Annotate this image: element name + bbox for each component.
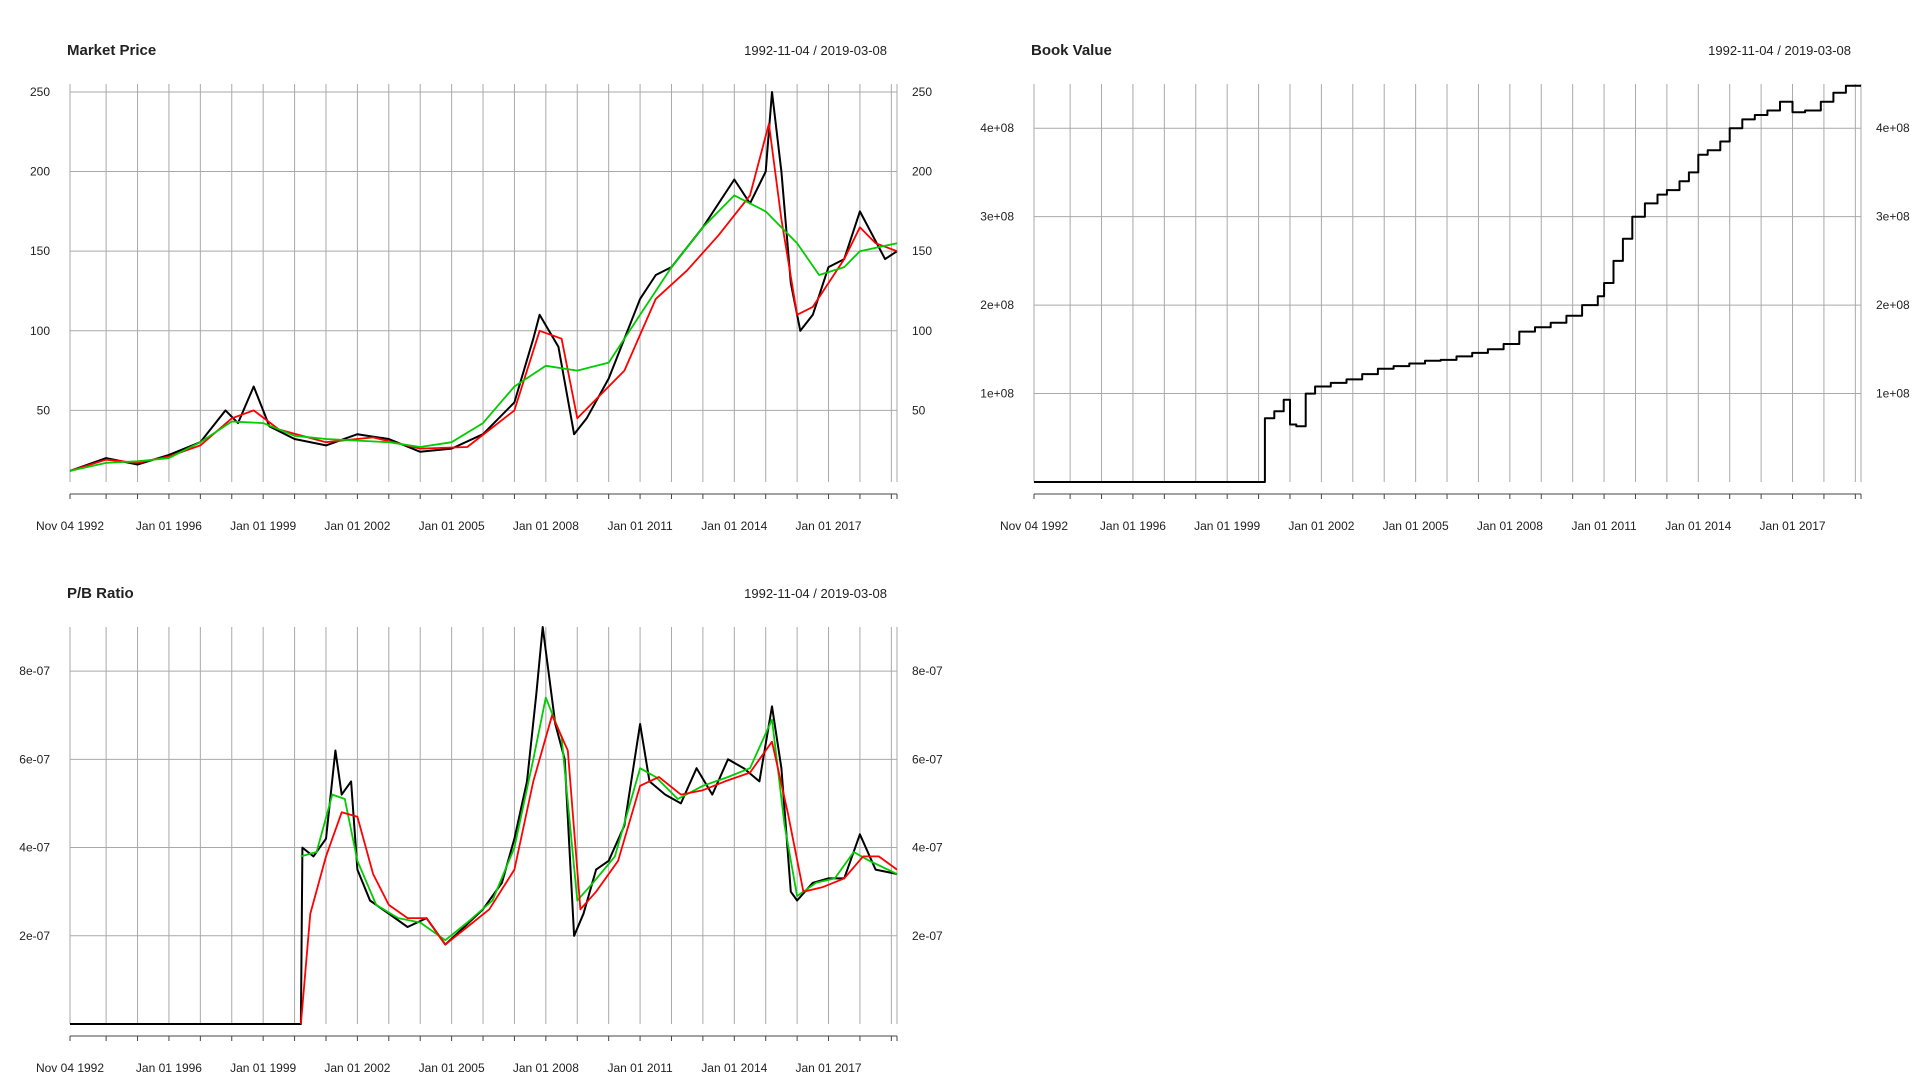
x-tick-label: Jan 01 1996 xyxy=(1100,519,1166,533)
x-tick-label: Jan 01 2005 xyxy=(419,1061,485,1075)
y-tick-label-right: 4e-07 xyxy=(912,841,943,855)
y-tick-label: 2e-07 xyxy=(19,929,50,943)
x-tick-label: Jan 01 2014 xyxy=(1665,519,1731,533)
x-tick-label: Jan 01 2005 xyxy=(419,519,485,533)
x-tick-label: Jan 01 2011 xyxy=(1571,519,1636,533)
x-tick-label: Jan 01 2002 xyxy=(1288,519,1354,533)
y-tick-label-right: 8e-07 xyxy=(912,664,943,678)
date-range-label: 1992-11-04 / 2019-03-08 xyxy=(1708,43,1851,58)
series-group xyxy=(1034,84,1861,483)
x-tick-label: Jan 01 1999 xyxy=(230,1061,296,1075)
series-group xyxy=(69,91,898,472)
y-tick-label-right: 6e-07 xyxy=(912,752,943,766)
axes: 2e-07 2e-07 4e-07 4e-07 6e-07 6e-07 8e-07 8e-07… xyxy=(19,664,943,1075)
x-tick-label: Jan 01 2005 xyxy=(1383,519,1449,533)
y-tick-label-right: 100 xyxy=(912,324,932,338)
y-tick-label-right: 3e+08 xyxy=(1876,210,1910,224)
y-tick-label: 6e-07 xyxy=(19,752,50,766)
series-line-2 xyxy=(69,194,898,472)
chart-title: Book Value xyxy=(1031,42,1112,59)
y-tick-label-right: 1e+08 xyxy=(1876,387,1910,401)
x-tick-label: Jan 01 2008 xyxy=(1477,519,1543,533)
x-tick-label: Jan 01 1999 xyxy=(230,519,296,533)
y-tick-label: 100 xyxy=(30,324,50,338)
x-tick-label: Jan 01 2008 xyxy=(513,519,579,533)
pb-ratio-panel: P/B Ratio 1992-11-04 / 2019-03-08 2e-07 2… xyxy=(19,585,943,1075)
x-tick-label: Jan 01 2014 xyxy=(701,519,767,533)
series-line-0 xyxy=(69,91,898,472)
x-tick-label: Nov 04 1992 xyxy=(36,519,104,533)
chart-title: Market Price xyxy=(67,42,156,59)
y-tick-label: 4e-07 xyxy=(19,841,50,855)
x-tick-label: Nov 04 1992 xyxy=(36,1061,104,1075)
x-tick-label: Jan 01 2002 xyxy=(324,1061,390,1075)
y-tick-label-right: 200 xyxy=(912,165,932,179)
x-tick-label: Jan 01 1996 xyxy=(136,1061,202,1075)
y-tick-label: 4e+08 xyxy=(980,121,1014,135)
x-tick-label: Jan 01 1996 xyxy=(136,519,202,533)
axes: 50 50 100 100 150 150 200 200 250 250 Nov 04 1992 J… xyxy=(30,85,932,533)
y-tick-label: 150 xyxy=(30,244,50,258)
y-tick-label: 50 xyxy=(37,403,51,417)
grid xyxy=(1033,84,1862,482)
x-tick-label: Jan 01 2017 xyxy=(1759,519,1825,533)
date-range-label: 1992-11-04 / 2019-03-08 xyxy=(744,43,887,58)
x-tick-label: Jan 01 2017 xyxy=(795,1061,861,1075)
y-tick-label-right: 50 xyxy=(912,403,926,417)
x-tick-label: Jan 01 2011 xyxy=(607,519,672,533)
y-tick-label: 2e+08 xyxy=(980,298,1014,312)
x-tick-label: Jan 01 2011 xyxy=(607,1061,672,1075)
date-range-label: 1992-11-04 / 2019-03-08 xyxy=(744,586,887,601)
series-line-1 xyxy=(69,122,898,472)
grid xyxy=(69,84,898,482)
y-tick-label-right: 250 xyxy=(912,85,932,99)
x-tick-label: Jan 01 2017 xyxy=(795,519,861,533)
y-tick-label-right: 2e-07 xyxy=(912,929,943,943)
y-tick-label: 1e+08 xyxy=(980,387,1014,401)
grid xyxy=(69,627,898,1024)
y-tick-label: 3e+08 xyxy=(980,210,1014,224)
chart-title: P/B Ratio xyxy=(67,585,134,602)
series-line-0 xyxy=(70,626,898,1025)
series-line-0 xyxy=(1034,84,1861,483)
y-tick-label: 250 xyxy=(30,85,50,99)
x-tick-label: Jan 01 1999 xyxy=(1194,519,1260,533)
x-tick-label: Jan 01 2008 xyxy=(513,1061,579,1075)
y-tick-label-right: 2e+08 xyxy=(1876,298,1910,312)
axes: 1e+08 1e+08 2e+08 2e+08 3e+08 3e+08 4e+08 4e+08… xyxy=(980,121,1910,533)
book-value-panel: Book Value 1992-11-04 / 2019-03-08 1e+08… xyxy=(980,42,1910,533)
x-tick-label: Jan 01 2002 xyxy=(324,519,390,533)
x-tick-label: Jan 01 2014 xyxy=(701,1061,767,1075)
series-line-2 xyxy=(300,714,898,1025)
x-tick-label: Nov 04 1992 xyxy=(1000,519,1068,533)
series-line-1 xyxy=(300,696,898,942)
series-group xyxy=(70,626,898,1025)
y-tick-label-right: 150 xyxy=(912,244,932,258)
y-tick-label-right: 4e+08 xyxy=(1876,121,1910,135)
y-tick-label: 200 xyxy=(30,165,50,179)
y-tick-label: 8e-07 xyxy=(19,664,50,678)
market-price-panel: Market Price 1992-11-04 / 2019-03-08 50 5… xyxy=(30,42,932,533)
